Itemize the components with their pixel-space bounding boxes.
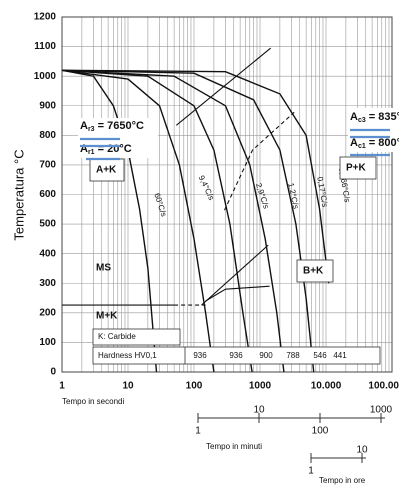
y-tick-label: 0 <box>50 367 56 378</box>
y-tick-label: 500 <box>39 219 56 230</box>
x-tick-label: 100.00 <box>368 381 399 392</box>
transformation-label: Ac1 = 800°C <box>350 137 399 150</box>
y-tick-label: 1000 <box>34 71 57 82</box>
plot-frame <box>61 16 393 373</box>
cooling-curve <box>62 69 253 372</box>
label-sub: r3 <box>88 126 95 133</box>
note: K: Carbide <box>98 332 136 341</box>
hardness-value: 936 <box>193 351 207 360</box>
cooling-curve <box>62 69 285 372</box>
label-rest: = 800°C <box>366 137 399 149</box>
x-tick-label: 10 <box>122 381 134 392</box>
axis-label: Tempo in ore <box>319 476 366 485</box>
y-tick-label: 800 <box>39 130 56 141</box>
curve-label: 60°C/s <box>152 192 168 218</box>
y-tick-label: 900 <box>39 100 56 111</box>
region-label: MS <box>96 263 111 274</box>
label-rest: = 7650°C <box>95 120 144 132</box>
axis-tick-label: 1000 <box>370 405 393 416</box>
transformation-label: Ar1 = 20°C <box>80 143 132 156</box>
hardness-label: Hardness HV0,1 <box>98 351 157 360</box>
transformation-line <box>201 244 269 306</box>
region-label: B+K <box>303 266 324 277</box>
y-tick-label: 100 <box>39 337 56 348</box>
cooling-curve <box>62 69 330 284</box>
y-tick-label: 400 <box>39 248 56 259</box>
axis-tick-label: 1 <box>308 466 314 477</box>
x-tick-label: 1 <box>59 381 65 392</box>
region-label: P+K <box>346 163 367 174</box>
cooling-curve <box>62 69 215 372</box>
cooling-curve <box>62 69 315 372</box>
label-main: A <box>350 111 358 123</box>
label-main: A <box>350 137 358 149</box>
curve-label: 9,4°C/s <box>197 174 216 202</box>
label-sub: r1 <box>88 149 95 156</box>
x-tick-label: 10.000 <box>311 381 342 392</box>
hardness-value: 936 <box>229 351 243 360</box>
y-tick-label: 300 <box>39 278 56 289</box>
label-rest: = 20°C <box>95 143 132 155</box>
y-tick-label: 1200 <box>34 12 57 23</box>
axis-tick-label: 1 <box>195 426 201 437</box>
x-axis-label: Tempo in secondi <box>62 397 124 406</box>
axis-tick-label: 100 <box>312 426 329 437</box>
y-tick-label: 700 <box>39 160 56 171</box>
axis-tick-label: 10 <box>356 445 368 456</box>
transformation-line <box>224 111 295 211</box>
region-box <box>339 156 377 180</box>
label-main: A <box>80 120 88 132</box>
hardness-value: 546 <box>313 351 327 360</box>
x-tick-label: 1000 <box>249 381 272 392</box>
axis-label: Tempo in minuti <box>206 442 262 451</box>
y-tick-label: 200 <box>39 307 56 318</box>
y-tick-label: 1100 <box>34 41 56 52</box>
label-main: A <box>80 143 88 155</box>
region-label: M+K <box>96 311 118 322</box>
hardness-box <box>92 346 381 365</box>
transformation-label: Ac3 = 835°C <box>350 111 399 124</box>
y-axis-label: Temperatura °C <box>11 149 26 240</box>
transformation-line <box>205 285 270 302</box>
note-box <box>92 328 181 346</box>
curve-label: 0,17°C/s <box>315 176 329 208</box>
region-box <box>296 259 334 283</box>
transformation-label: Ar3 = 7650°C <box>80 120 144 133</box>
x-tick-label: 100 <box>186 381 203 392</box>
axis-tick-label: 10 <box>253 405 265 416</box>
hardness-value: 441 <box>333 351 347 360</box>
label-sub: c1 <box>358 143 366 150</box>
y-tick-label: 600 <box>39 189 56 200</box>
label-sub: c3 <box>358 117 366 124</box>
cooling-curve <box>62 69 158 372</box>
label-rest: = 835°C <box>366 111 399 123</box>
hardness-value: 788 <box>286 351 300 360</box>
region-label: A+K <box>96 165 117 176</box>
hardness-value: 900 <box>259 351 273 360</box>
